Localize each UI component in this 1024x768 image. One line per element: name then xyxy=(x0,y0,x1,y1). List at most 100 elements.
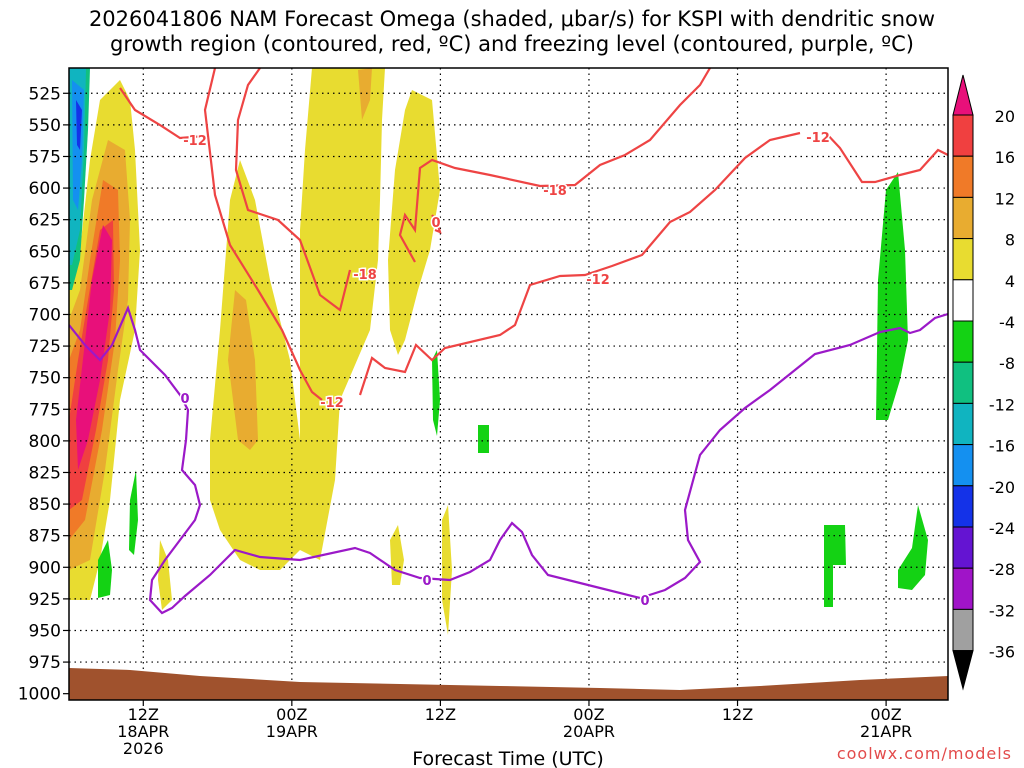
omega-positive-left-20 xyxy=(76,225,112,470)
x-tick-label: 12Z xyxy=(722,705,753,724)
red-contour-label: -12 xyxy=(183,134,207,149)
colorbar-swatch xyxy=(952,608,974,652)
y-tick-label: 725 xyxy=(29,337,61,357)
y-tick-label: 600 xyxy=(29,179,61,199)
y-tick-label: 575 xyxy=(29,147,61,167)
purple-contour-main xyxy=(69,304,948,615)
red-contour-label: -18 xyxy=(353,268,377,283)
colorbar-label: -28 xyxy=(989,560,1015,579)
omega-positive-small-a xyxy=(158,540,172,610)
colorbar-label: 8 xyxy=(1005,231,1015,250)
y-tick-label: 775 xyxy=(29,400,61,420)
red-contour-label: -12 xyxy=(586,273,610,288)
colorbar-label: -16 xyxy=(989,437,1015,456)
x-tick-label: 00Z xyxy=(276,705,307,724)
colorbar-swatch xyxy=(952,114,974,157)
freezing-level-contour xyxy=(69,304,948,615)
y-tick-label: 925 xyxy=(29,590,61,610)
red-contour-6 xyxy=(398,68,711,263)
x-tick-date: 19APR xyxy=(266,722,318,741)
red-contour-2 xyxy=(234,68,352,312)
colorbar-label: -8 xyxy=(999,354,1015,373)
omega-positive-center-column-8 xyxy=(358,68,372,120)
x-tick-date: 20APR xyxy=(563,722,615,741)
purple-contour-label: 0 xyxy=(180,392,189,407)
omega-negative-small-2 xyxy=(129,470,138,555)
x-tick-label: 00Z xyxy=(573,705,604,724)
colorbar-label: 4 xyxy=(1005,272,1015,291)
colorbar-label: -4 xyxy=(999,313,1015,332)
y-tick-label: 825 xyxy=(29,463,61,483)
colorbar-swatch xyxy=(952,196,974,240)
red-contour-label: 0 xyxy=(431,216,440,231)
y-tick-label: 950 xyxy=(29,621,61,641)
colorbar-swatch xyxy=(952,526,974,569)
omega-positive-small-c xyxy=(442,505,452,635)
grid-lines xyxy=(69,68,948,700)
plot-frame xyxy=(68,67,949,701)
colorbar-swatch xyxy=(952,485,974,528)
x-tick-date: 21APR xyxy=(860,722,912,741)
colorbar-label: 16 xyxy=(995,148,1015,167)
y-tick-label: 625 xyxy=(29,211,61,231)
colorbar-label: 12 xyxy=(995,189,1015,208)
x-tick-label: 12Z xyxy=(128,705,159,724)
colorbar-swatch xyxy=(952,567,974,610)
credit-label: coolwx.com/models xyxy=(836,744,1012,763)
red-contour-1 xyxy=(119,87,206,140)
colorbar-label: -24 xyxy=(989,519,1015,538)
y-tick-label: 800 xyxy=(29,432,61,452)
y-tick-label: 675 xyxy=(29,274,61,294)
terrain-fill xyxy=(69,668,948,700)
colorbar-swatch xyxy=(952,238,974,281)
y-tick-label: 850 xyxy=(29,495,61,515)
omega-positive-19apr xyxy=(210,160,305,570)
y-tick-label: 525 xyxy=(29,84,61,104)
x-tick-label: 12Z xyxy=(425,705,456,724)
omega-negative-small-4 xyxy=(478,425,489,453)
omega-negative-small-3 xyxy=(432,350,440,436)
colorbar-swatch xyxy=(952,155,974,198)
colorbar-swatch xyxy=(952,402,974,446)
colorbar-swatch xyxy=(952,444,974,487)
red-contour-5 xyxy=(824,131,948,184)
colorbar-label: -12 xyxy=(989,395,1015,414)
red-contour-4 xyxy=(358,131,801,396)
y-tick-label: 1000 xyxy=(18,685,61,705)
y-tick-label: 875 xyxy=(29,527,61,547)
omega-negative-small-1 xyxy=(98,540,112,598)
omega-negative-right-small-1 xyxy=(824,525,846,607)
colorbar-swatch xyxy=(952,361,974,404)
colorbar-swatch xyxy=(952,320,974,363)
chart-title-line2: growth region (contoured, red, ºC) and f… xyxy=(110,32,914,56)
y-tick-label: 975 xyxy=(29,653,61,673)
red-contour-label: -18 xyxy=(543,184,567,199)
omega-negative-right-column xyxy=(876,172,908,420)
chart-title-line1: 2026041806 NAM Forecast Omega (shaded, μ… xyxy=(88,7,936,31)
colorbar-label: -20 xyxy=(989,478,1015,497)
x-tick-label: 00Z xyxy=(870,705,901,724)
y-axis: 525 550 575 600 625 650 675 700 725 750 775 800 825 8… xyxy=(18,84,69,705)
colorbar-label: -32 xyxy=(989,601,1015,620)
y-tick-label: 750 xyxy=(29,369,61,389)
y-tick-label: 700 xyxy=(29,305,61,325)
y-tick-label: 550 xyxy=(29,116,61,136)
x-tick-year: 2026 xyxy=(123,739,164,758)
purple-contour-label: 0 xyxy=(640,594,649,609)
y-tick-label: 900 xyxy=(29,558,61,578)
colorbar-label: -36 xyxy=(989,643,1015,662)
contour-labels: -12 -18 -18 -12 -12 -12 0 0 0 0 xyxy=(179,130,831,611)
omega-shading xyxy=(69,68,928,635)
purple-contour-label: 0 xyxy=(422,574,431,589)
omega-positive-small-b xyxy=(390,525,404,585)
dendritic-contours xyxy=(119,68,948,401)
colorbar-top-arrow xyxy=(952,74,974,116)
x-axis-title: Forecast Time (UTC) xyxy=(412,748,603,768)
red-contour-3 xyxy=(203,68,323,401)
x-tick-date: 18APR xyxy=(117,722,169,741)
colorbar-label: 20 xyxy=(995,107,1015,126)
colorbar: 20 16 12 8 4 -4 -8 -12 -16 -20 -24 -28 -32 -36 xyxy=(952,74,1015,691)
omega-negative-left-darkblue xyxy=(76,100,82,150)
omega-negative-right-small-2 xyxy=(898,505,928,590)
